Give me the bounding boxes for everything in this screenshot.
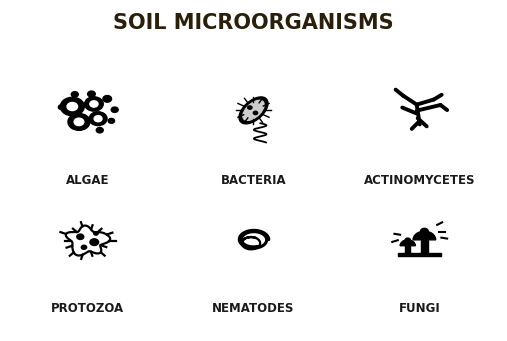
Ellipse shape (243, 100, 264, 120)
Wedge shape (400, 240, 415, 246)
Circle shape (94, 232, 98, 235)
Circle shape (85, 97, 103, 111)
Circle shape (74, 118, 84, 125)
Circle shape (81, 245, 87, 249)
Circle shape (405, 238, 410, 242)
Circle shape (94, 116, 102, 122)
Text: SOIL MICROORGANISMS: SOIL MICROORGANISMS (113, 13, 394, 33)
Wedge shape (413, 231, 436, 240)
Text: ALGAE: ALGAE (65, 174, 109, 187)
Circle shape (60, 97, 84, 116)
Polygon shape (66, 225, 110, 255)
Text: PROTOZOA: PROTOZOA (51, 302, 124, 315)
Circle shape (96, 128, 103, 133)
Ellipse shape (239, 97, 268, 124)
Circle shape (58, 105, 65, 109)
Circle shape (71, 92, 78, 97)
Circle shape (108, 118, 115, 123)
Circle shape (254, 111, 258, 115)
Circle shape (103, 95, 112, 102)
Circle shape (420, 228, 428, 234)
Text: ACTINOMYCETES: ACTINOMYCETES (364, 174, 476, 187)
Text: BACTERIA: BACTERIA (221, 174, 286, 187)
Circle shape (77, 234, 84, 239)
Circle shape (67, 103, 78, 110)
Circle shape (90, 101, 98, 107)
Polygon shape (239, 230, 269, 248)
Circle shape (90, 239, 98, 246)
Circle shape (248, 106, 252, 109)
Circle shape (89, 112, 107, 125)
Circle shape (68, 114, 90, 130)
Circle shape (111, 107, 118, 113)
Text: FUNGI: FUNGI (399, 302, 441, 315)
Circle shape (88, 91, 95, 97)
Text: NEMATODES: NEMATODES (212, 302, 295, 315)
